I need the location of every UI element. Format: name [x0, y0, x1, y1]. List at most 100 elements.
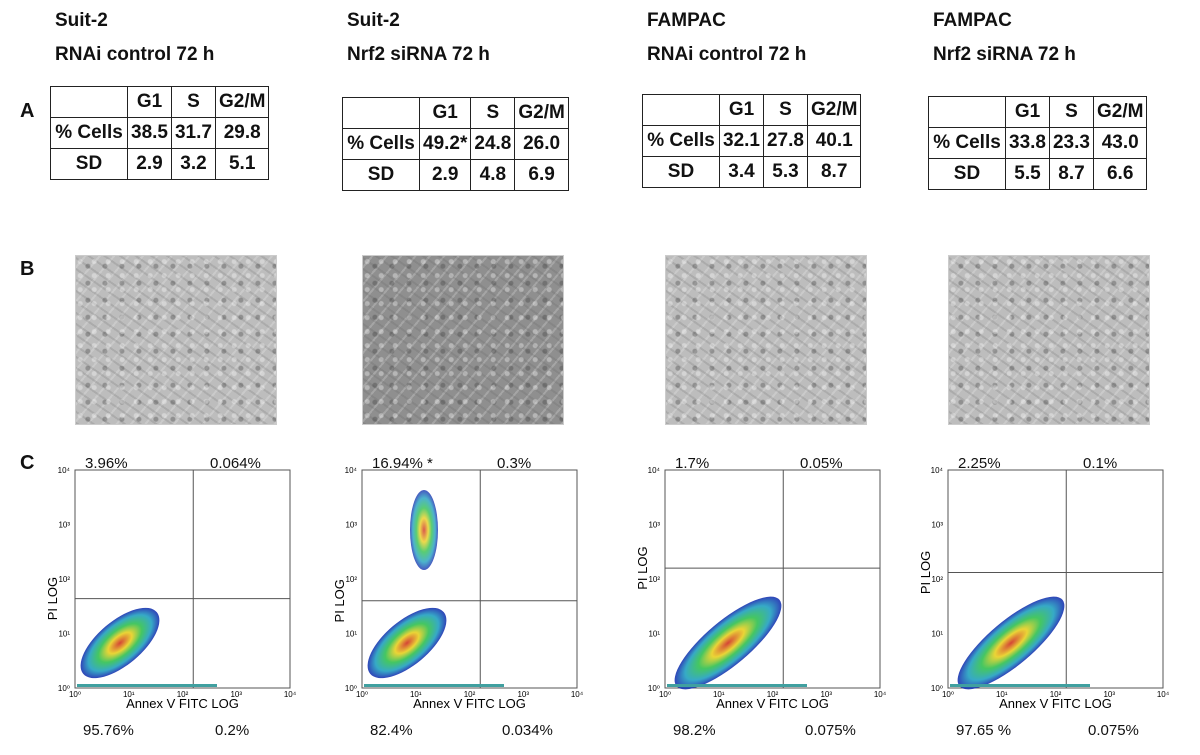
table-cell: 27.8	[762, 125, 808, 157]
y-tick-label: 10²	[345, 575, 357, 584]
y-tick-label: 10¹	[345, 630, 357, 639]
quadrant-percent: 0.034%	[502, 722, 553, 739]
x-tick-label: 10²	[767, 690, 779, 699]
table-cell: 32.1	[719, 125, 764, 157]
micrograph	[665, 255, 867, 425]
quadrant-percent: 0.075%	[1088, 722, 1139, 739]
cell-population	[367, 607, 447, 679]
table-cell: 33.8	[1005, 127, 1050, 159]
column-title: FAMPAC	[647, 10, 726, 31]
table-corner	[642, 94, 720, 126]
micrograph	[948, 255, 1150, 425]
y-tick-label: 10¹	[58, 630, 70, 639]
quadrant-percent: 0.075%	[805, 722, 856, 739]
cell-cycle-table: G1 S G2/M% Cells 33.8 23.3 43.0 SD 5.5 8.7 6.6	[928, 96, 1148, 190]
table-header: G1	[719, 94, 764, 126]
x-axis-label: Annex V FITC LOG	[126, 696, 239, 711]
quadrant-percent: 82.4%	[370, 722, 413, 739]
table-cell: 5.5	[1005, 158, 1050, 190]
y-tick-label: 10²	[931, 575, 943, 584]
quadrant-percent: 2.25%	[958, 455, 1001, 472]
x-tick-label: 10¹	[713, 690, 725, 699]
x-tick-label: 10¹	[996, 690, 1008, 699]
table-header: G2/M	[214, 86, 270, 118]
y-tick-label: 10²	[58, 575, 70, 584]
y-tick-label: 10⁰	[931, 684, 943, 693]
x-tick-label: 10⁰	[942, 690, 954, 699]
column-title: RNAi control 72 h	[647, 44, 807, 65]
y-axis-label: PI LOG	[635, 546, 650, 589]
y-tick-label: 10⁴	[345, 466, 358, 475]
panel-label: B	[20, 258, 35, 280]
plot-frame	[664, 469, 881, 689]
table-cell: SD	[928, 158, 1006, 190]
table-header-row: G1 S G2/M	[642, 94, 862, 126]
table-cell: 24.8	[470, 128, 516, 160]
table-header: G2/M	[806, 94, 862, 126]
x-tick-label: 10⁰	[69, 690, 81, 699]
cell-cycle-table: G1 S G2/M% Cells 49.2* 24.8 26.0 SD 2.9 4.8 6.9	[342, 97, 569, 191]
x-tick-label: 10³	[1103, 690, 1115, 699]
y-axis-label: PI LOG	[45, 577, 60, 620]
x-axis-label: Annex V FITC LOG	[716, 696, 829, 711]
x-axis-label: Annex V FITC LOG	[413, 696, 526, 711]
micrograph	[362, 255, 564, 425]
table-cell: 2.9	[418, 159, 472, 191]
table-cell: 4.8	[470, 159, 516, 191]
table-cell: 26.0	[514, 128, 569, 160]
quadrant-percent: 1.7%	[675, 455, 710, 472]
y-tick-label: 10³	[58, 521, 70, 530]
x-tick-label: 10²	[464, 690, 476, 699]
y-tick-label: 10¹	[648, 630, 660, 639]
column-title: Nrf2 siRNA 72 h	[933, 44, 1076, 65]
table-cell: 29.8	[214, 117, 270, 149]
quadrant-percent: 98.2%	[673, 722, 716, 739]
plot-frame	[74, 469, 291, 689]
quadrant-percent: 97.65 %	[956, 722, 1012, 739]
y-tick-label: 10⁴	[648, 466, 661, 475]
table-cell: 8.7	[806, 156, 862, 188]
column-title: Suit-2	[55, 10, 108, 31]
quadrant-percent: 0.05%	[800, 455, 843, 472]
column-title: Nrf2 siRNA 72 h	[347, 44, 490, 65]
axis-baseline-events	[950, 684, 1090, 687]
y-tick-label: 10⁴	[58, 466, 71, 475]
table-cell: SD	[642, 156, 720, 188]
x-tick-label: 10¹	[123, 690, 135, 699]
x-tick-label: 10⁴	[284, 690, 297, 699]
table-cell: SD	[50, 148, 128, 180]
quadrant-percent: 0.3%	[497, 455, 532, 472]
y-axis-label: PI LOG	[332, 579, 347, 622]
column-title: Suit-2	[347, 10, 400, 31]
y-tick-label: 10³	[345, 521, 357, 530]
table-cell: % Cells	[642, 125, 720, 157]
cell-population	[957, 596, 1065, 690]
y-tick-label: 10³	[931, 521, 943, 530]
quadrant-percent: 3.96%	[85, 455, 128, 472]
y-tick-label: 10⁴	[931, 466, 944, 475]
plot-frame	[361, 469, 578, 689]
micrograph	[75, 255, 277, 425]
table-row: SD 2.9 4.8 6.9	[342, 159, 569, 191]
table-cell: 3.2	[170, 148, 216, 180]
x-tick-label: 10⁴	[874, 690, 887, 699]
table-row: % Cells 32.1 27.8 40.1	[642, 125, 862, 157]
quadrant-percent: 0.064%	[210, 455, 261, 472]
table-cell: % Cells	[342, 128, 420, 160]
x-tick-label: 10³	[230, 690, 242, 699]
column-title: FAMPAC	[933, 10, 1012, 31]
table-header: S	[470, 97, 516, 129]
table-cell: 3.4	[719, 156, 764, 188]
table-cell: 6.9	[514, 159, 569, 191]
quadrant-percent: 16.94% *	[372, 455, 433, 472]
x-tick-label: 10⁰	[659, 690, 671, 699]
table-corner	[342, 97, 420, 129]
